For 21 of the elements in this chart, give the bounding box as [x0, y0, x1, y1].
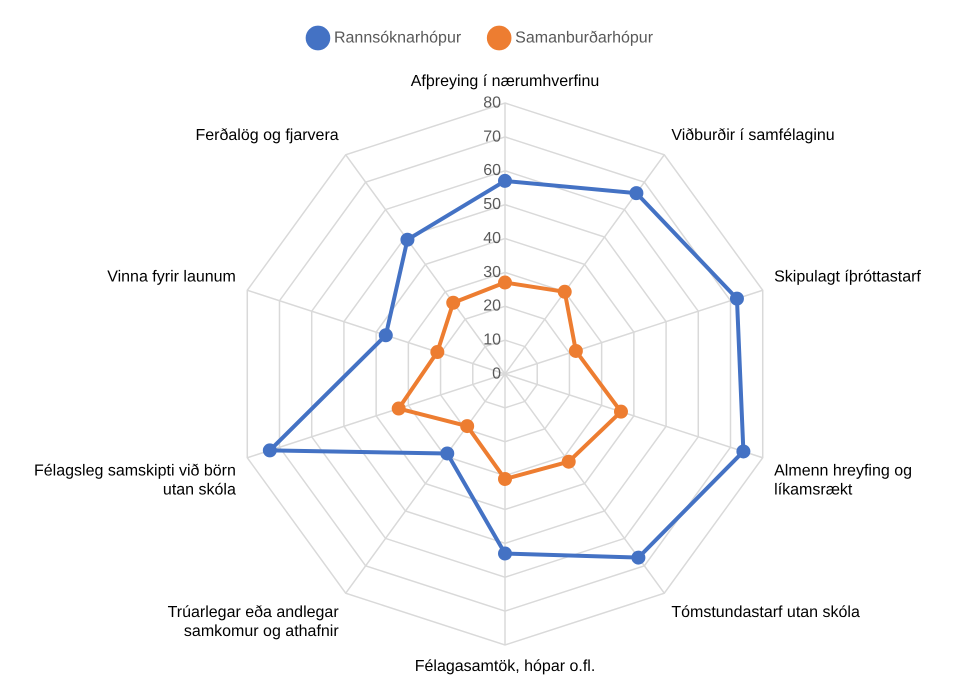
spoke-label: Trúarlegar eða andlegar samkomur og athafnir [168, 604, 340, 640]
y-tick-label: 10 [483, 332, 502, 349]
legend-label: Rannsóknarhópur [334, 29, 462, 46]
y-tick-label: 30 [483, 264, 502, 281]
y-tick-label: 70 [483, 128, 502, 146]
spoke-label: Félagsleg samskipti við börn utan skóla [34, 462, 236, 499]
y-tick-label: 40 [483, 230, 502, 247]
spoke-label: Almenn hreyfing og líkamsrækt [774, 462, 912, 499]
legend-label: Samanburðarhópur [515, 29, 654, 46]
spoke-label: Tómstundastarf utan skóla [671, 604, 860, 621]
spoke-label: Viðburðir í samfélaginu [671, 126, 835, 144]
y-tick-label: 50 [483, 196, 502, 214]
spoke-label: Skipulagt íþróttastarf [774, 268, 922, 286]
spoke-label: Vinna fyrir launum [107, 268, 236, 286]
y-tick-label: 0 [492, 365, 502, 382]
y-tick-label: 20 [483, 298, 502, 315]
y-tick-label: 80 [483, 94, 502, 112]
spoke-label: Félagasamtök, hópar o.fl. [414, 658, 596, 675]
y-tick-label: 60 [483, 162, 502, 180]
spoke-label: Ferðalög og fjarvera [195, 126, 339, 144]
spoke-label: Afþreying í nærumhverfinu [410, 72, 600, 90]
